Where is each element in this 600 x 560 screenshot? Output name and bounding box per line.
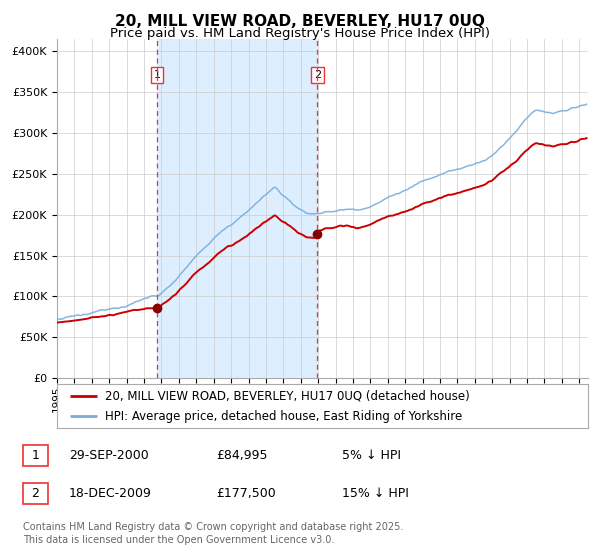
Text: Contains HM Land Registry data © Crown copyright and database right 2025.
This d: Contains HM Land Registry data © Crown c…	[23, 522, 403, 545]
Text: 20, MILL VIEW ROAD, BEVERLEY, HU17 0UQ: 20, MILL VIEW ROAD, BEVERLEY, HU17 0UQ	[115, 14, 485, 29]
Text: 1: 1	[154, 70, 161, 80]
Text: 18-DEC-2009: 18-DEC-2009	[69, 487, 152, 500]
Text: HPI: Average price, detached house, East Riding of Yorkshire: HPI: Average price, detached house, East…	[105, 410, 462, 423]
Text: 1: 1	[31, 449, 40, 463]
Text: Price paid vs. HM Land Registry's House Price Index (HPI): Price paid vs. HM Land Registry's House …	[110, 27, 490, 40]
Text: 5% ↓ HPI: 5% ↓ HPI	[342, 449, 401, 463]
Text: 15% ↓ HPI: 15% ↓ HPI	[342, 487, 409, 500]
Text: 20, MILL VIEW ROAD, BEVERLEY, HU17 0UQ (detached house): 20, MILL VIEW ROAD, BEVERLEY, HU17 0UQ (…	[105, 389, 470, 402]
Text: £177,500: £177,500	[216, 487, 276, 500]
Text: 29-SEP-2000: 29-SEP-2000	[69, 449, 149, 463]
Bar	[157, 39, 317, 378]
Text: 2: 2	[31, 487, 40, 500]
Text: 2: 2	[314, 70, 321, 80]
Text: £84,995: £84,995	[216, 449, 268, 463]
